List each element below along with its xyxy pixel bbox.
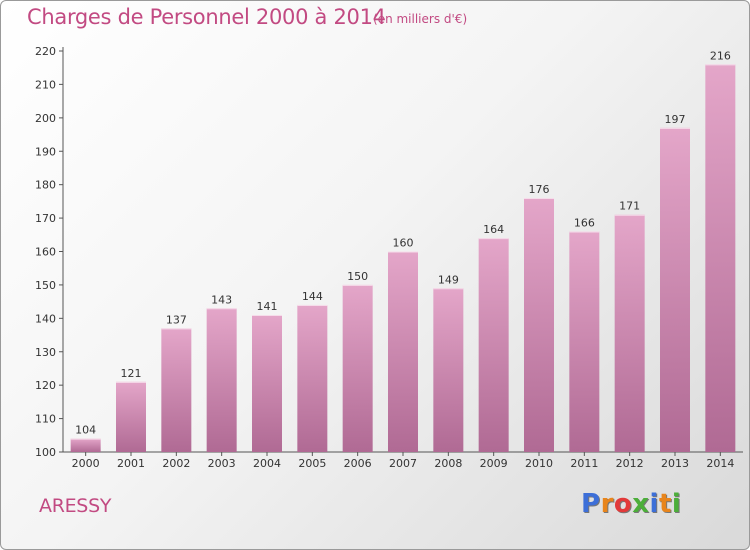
y-tick-label: 210 <box>35 78 56 91</box>
y-tick-label: 120 <box>35 379 56 392</box>
bar <box>342 284 373 452</box>
x-tick-label: 2010 <box>525 457 553 470</box>
x-tick-label: 2000 <box>72 457 100 470</box>
chart-subtitle: (en milliers d'€) <box>373 12 468 26</box>
data-label: 176 <box>529 183 550 196</box>
data-label: 149 <box>438 273 459 286</box>
x-tick-label: 2001 <box>117 457 145 470</box>
logo-letter: x <box>632 489 650 519</box>
logo-letter: r <box>600 489 614 519</box>
bar <box>388 251 418 452</box>
bar <box>116 381 146 452</box>
place-name: ARESSY <box>39 495 112 517</box>
y-tick-label: 220 <box>35 45 56 58</box>
x-tick-label: 2007 <box>389 457 417 470</box>
y-tick-label: 150 <box>35 279 56 292</box>
logo-letter: t <box>658 489 672 519</box>
x-tick-label: 2004 <box>253 457 281 470</box>
bar <box>569 231 600 452</box>
x-tick-label: 2011 <box>570 457 598 470</box>
x-tick-label: 2008 <box>434 457 462 470</box>
data-label: 166 <box>574 216 595 229</box>
bar <box>705 64 736 452</box>
y-tick-label: 180 <box>35 179 56 192</box>
data-label: 164 <box>483 223 504 236</box>
x-tick-label: 2013 <box>661 457 689 470</box>
y-tick-label: 160 <box>35 246 56 259</box>
bar <box>524 198 554 452</box>
data-label: 150 <box>347 270 368 283</box>
bar <box>614 214 645 452</box>
data-label: 121 <box>121 367 142 380</box>
data-label: 160 <box>393 237 414 250</box>
data-label: 144 <box>302 290 323 303</box>
bar <box>433 288 464 452</box>
data-label: 143 <box>211 293 232 306</box>
x-tick-label: 2012 <box>616 457 644 470</box>
y-tick-label: 170 <box>35 212 56 225</box>
bar <box>252 314 282 452</box>
logo-letter: i <box>671 489 682 519</box>
y-tick-label: 110 <box>35 413 56 426</box>
bar <box>297 304 328 452</box>
y-tick-label: 130 <box>35 346 56 359</box>
bar <box>70 438 101 452</box>
bar <box>478 238 509 452</box>
y-tick-label: 200 <box>35 112 56 125</box>
logo-letter: o <box>613 489 633 519</box>
data-label: 137 <box>166 313 187 326</box>
y-tick-label: 190 <box>35 145 56 158</box>
logo-letter: P <box>581 489 601 519</box>
x-tick-label: 2014 <box>706 457 734 470</box>
x-tick-label: 2006 <box>344 457 372 470</box>
bar <box>660 127 690 452</box>
proxiti-logo[interactable]: Proxiti <box>581 489 681 519</box>
data-label: 216 <box>710 49 731 62</box>
x-tick-label: 2009 <box>480 457 508 470</box>
x-tick-label: 2005 <box>298 457 326 470</box>
x-tick-label: 2003 <box>208 457 236 470</box>
logo-letter: i <box>649 489 659 519</box>
data-label: 197 <box>665 113 686 126</box>
x-tick-label: 2002 <box>162 457 190 470</box>
data-label: 104 <box>75 424 96 437</box>
y-tick-label: 100 <box>35 446 56 459</box>
chart-title: Charges de Personnel 2000 à 2014 <box>27 5 386 29</box>
bar <box>206 308 237 452</box>
y-tick-label: 140 <box>35 312 56 325</box>
bar <box>161 328 192 452</box>
data-label: 171 <box>619 200 640 213</box>
data-label: 141 <box>257 300 278 313</box>
